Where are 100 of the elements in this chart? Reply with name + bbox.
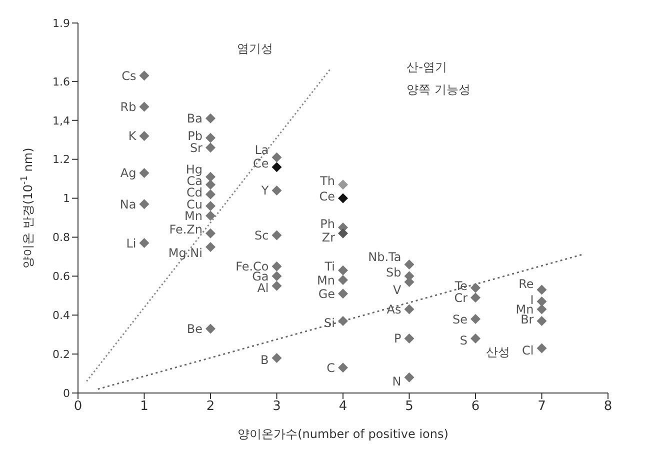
point xyxy=(206,189,216,200)
annotation: Li xyxy=(126,236,136,250)
point xyxy=(139,238,150,248)
annotation: Ce xyxy=(252,156,269,170)
point xyxy=(272,280,282,291)
point xyxy=(139,102,150,112)
annotation: 염기성 xyxy=(237,42,273,56)
point xyxy=(470,292,480,303)
x-tick-label: 1 xyxy=(140,399,148,414)
point xyxy=(404,304,414,314)
x-tick-label: 7 xyxy=(538,399,546,414)
annotation: Ba xyxy=(186,112,202,126)
annotation: Mn xyxy=(184,209,202,224)
point xyxy=(139,130,150,141)
point xyxy=(338,193,348,204)
point xyxy=(404,372,414,382)
annotation: Ph xyxy=(320,216,335,231)
annotation: Be xyxy=(186,322,202,336)
point xyxy=(139,199,150,210)
annotation: Fe.Zn xyxy=(169,222,202,237)
annotation: Nb.Ta xyxy=(368,250,402,264)
annotation: Y xyxy=(260,184,270,198)
y-tick-label: 0.4 xyxy=(52,309,70,322)
annotation: Ge xyxy=(318,286,335,301)
annotation: Br xyxy=(520,312,534,326)
point xyxy=(338,180,348,190)
annotation: Hg xyxy=(186,162,202,176)
annotation: Al xyxy=(257,281,269,296)
annotation: Cr xyxy=(454,290,468,305)
point xyxy=(536,343,547,354)
annotation: 산성 xyxy=(486,345,510,359)
y-tick-label: 1 xyxy=(63,192,70,206)
point xyxy=(206,201,216,212)
x-tick-label: 6 xyxy=(471,399,480,414)
point xyxy=(206,210,216,221)
point xyxy=(206,180,216,190)
point xyxy=(470,282,480,293)
point xyxy=(272,185,282,196)
annotation: La xyxy=(254,142,269,157)
point xyxy=(206,228,216,238)
annotation: Mg.Ni xyxy=(168,246,202,260)
x-tick-label: 0 xyxy=(74,399,82,414)
x-tick-label: 4 xyxy=(338,399,348,414)
point xyxy=(338,316,348,326)
y-tick-label: 1.9 xyxy=(52,16,70,30)
point xyxy=(338,288,348,299)
y-tick-label: 0.8 xyxy=(52,231,70,244)
annotation: I xyxy=(530,292,534,307)
annotation: Cl xyxy=(522,343,534,358)
point xyxy=(272,162,282,172)
point xyxy=(206,242,216,252)
annotation: Cu xyxy=(186,197,202,212)
annotation: Re xyxy=(518,277,534,292)
y-tick-label: 1.6 xyxy=(52,75,70,88)
annotation: C xyxy=(326,360,335,375)
annotation: Sc xyxy=(254,228,269,243)
x-axis-title: 양이온가수(number of positive ions) xyxy=(238,427,448,441)
annotation: Ag xyxy=(120,166,136,180)
point xyxy=(338,265,348,276)
annotation: Zr xyxy=(322,230,336,244)
point xyxy=(272,261,282,272)
y-tick-label: 0.2 xyxy=(52,348,70,361)
annotation: Si xyxy=(324,316,335,330)
point xyxy=(536,304,547,314)
annotation: K xyxy=(128,129,138,144)
point xyxy=(206,142,216,153)
point xyxy=(272,230,282,240)
annotation: S xyxy=(460,334,468,348)
annotation: Se xyxy=(452,312,468,326)
annotation: Te xyxy=(454,279,468,294)
x-tick-label: 5 xyxy=(405,399,414,414)
annotation: B xyxy=(260,353,269,368)
point xyxy=(206,113,216,124)
annotation: N xyxy=(392,374,402,389)
point xyxy=(206,324,216,334)
annotation: Sb xyxy=(386,266,402,280)
y-tick-label: 0 xyxy=(63,386,70,400)
annotation: Mn xyxy=(317,273,335,288)
annotation: P xyxy=(394,332,402,346)
point xyxy=(536,316,547,326)
point xyxy=(338,362,348,373)
annotation: Na xyxy=(120,197,136,212)
y-tick-label: 1,4 xyxy=(52,114,70,128)
point xyxy=(206,172,216,182)
point xyxy=(470,314,480,324)
annotation: V xyxy=(393,283,402,298)
annotation: Ga xyxy=(252,269,269,284)
annotation: Rb xyxy=(120,100,136,114)
point xyxy=(206,132,216,143)
annotation: Ti xyxy=(324,260,335,274)
point xyxy=(338,275,348,286)
annotation: Ce xyxy=(319,190,335,204)
point xyxy=(139,70,150,81)
point xyxy=(536,296,547,306)
annotation: 양쪽 기능성 xyxy=(406,82,470,96)
annotation: Th xyxy=(319,174,335,188)
annotation: Pb xyxy=(188,129,202,144)
annotation: Sr xyxy=(190,140,203,155)
point xyxy=(272,152,282,162)
point xyxy=(139,168,150,178)
